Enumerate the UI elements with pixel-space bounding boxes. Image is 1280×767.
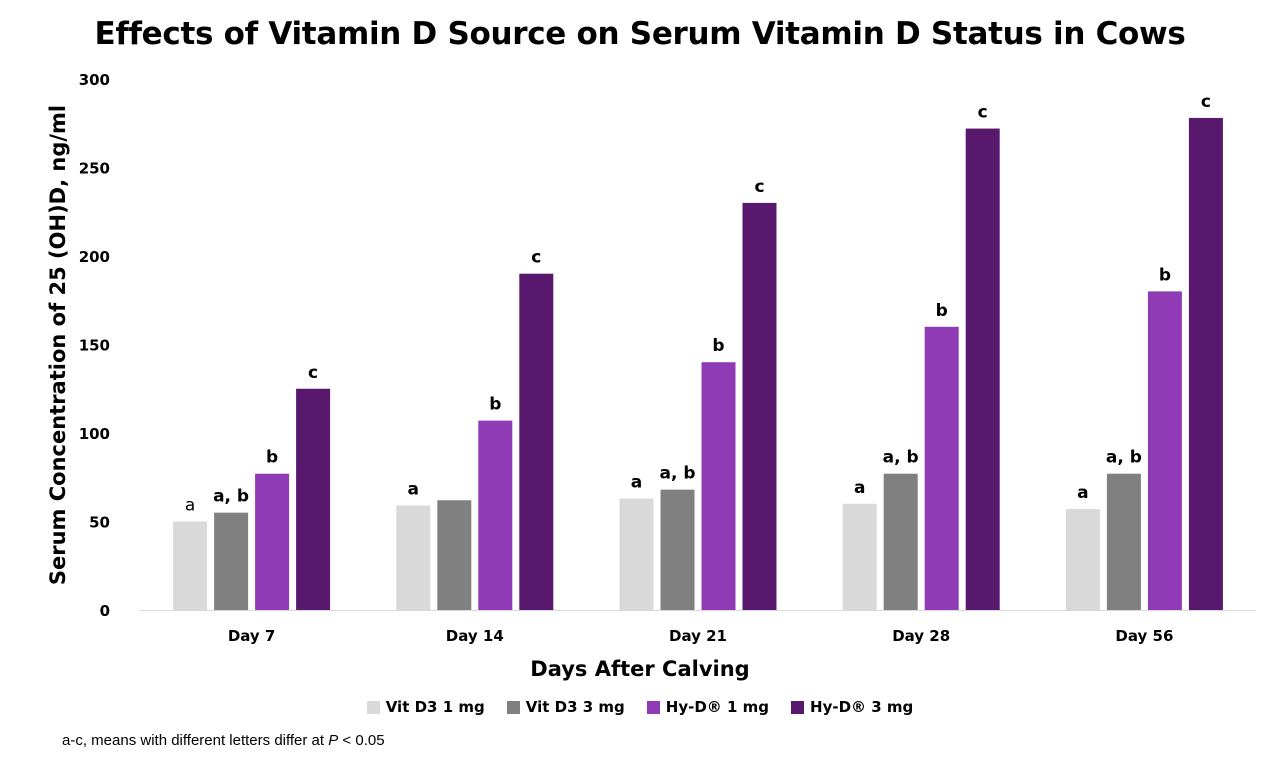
significance-label: c [1201, 92, 1211, 112]
bar [701, 362, 736, 610]
y-tick-label: 50 [89, 514, 110, 532]
significance-label: c [754, 177, 764, 197]
significance-label: c [308, 363, 318, 383]
significance-label: b [266, 448, 278, 468]
footnote-p-symbol: P [328, 732, 339, 749]
legend: Vit D3 1 mg Vit D3 3 mg Hy-D® 1 mg Hy-D®… [0, 698, 1280, 716]
y-tick-label: 0 [100, 602, 110, 620]
legend-item-vit-d3-1mg: Vit D3 1 mg [366, 698, 485, 716]
significance-label: b [712, 336, 724, 356]
y-tick-label: 150 [79, 337, 110, 355]
y-tick-label: 300 [79, 71, 110, 89]
chart-title: Effects of Vitamin D Source on Serum Vit… [94, 16, 1186, 52]
significance-label: b [489, 395, 501, 415]
legend-item-hy-d-3mg: Hy-D® 3 mg [791, 698, 913, 716]
bar [965, 128, 1000, 610]
x-tick-label: Day 56 [1115, 627, 1173, 645]
bar [478, 420, 513, 610]
bar [214, 512, 249, 610]
x-axis-label: Days After Calving [530, 657, 750, 681]
significance-label: b [1159, 265, 1171, 285]
legend-label: Vit D3 3 mg [525, 698, 625, 716]
bar [519, 273, 554, 610]
bar [255, 473, 290, 610]
significance-label: a, b [659, 464, 695, 484]
legend-swatch [646, 700, 660, 714]
x-tick-label: Day 7 [228, 627, 276, 645]
legend-item-vit-d3-3mg: Vit D3 3 mg [506, 698, 625, 716]
y-tick-label: 200 [79, 248, 110, 266]
x-tick-label: Day 28 [892, 627, 950, 645]
legend-label: Hy-D® 1 mg [665, 698, 770, 716]
significance-label: a [1077, 483, 1088, 503]
bar [842, 503, 877, 610]
bar [296, 388, 331, 610]
bar [396, 505, 431, 610]
legend-swatch [366, 700, 380, 714]
bar [1106, 473, 1141, 610]
bar [619, 498, 654, 610]
bar [1065, 509, 1100, 610]
bar [924, 326, 959, 610]
x-tick-label: Day 14 [446, 627, 504, 645]
significance-label: c [531, 248, 541, 268]
significance-label: a [631, 472, 642, 492]
bar [660, 489, 695, 610]
footnote: a-c, means with different letters differ… [62, 732, 385, 749]
legend-label: Hy-D® 3 mg [810, 698, 914, 716]
y-tick-label: 250 [79, 160, 110, 178]
y-tick-label: 100 [79, 425, 110, 443]
significance-label: a [408, 480, 419, 500]
legend-label: Vit D3 1 mg [385, 698, 485, 716]
bar [437, 500, 472, 610]
bar [883, 473, 918, 610]
legend-item-hy-d-1mg: Hy-D® 1 mg [646, 698, 770, 716]
footnote-suffix: < 0.05 [338, 732, 385, 749]
significance-label: a, b [213, 487, 249, 507]
legend-swatch [506, 700, 520, 714]
significance-label: c [978, 103, 988, 123]
significance-label: a [185, 496, 195, 516]
footnote-prefix: a-c, means with different letters differ… [62, 732, 329, 749]
legend-swatch [791, 700, 805, 714]
x-tick-label: Day 21 [669, 627, 727, 645]
bar [742, 202, 777, 610]
significance-label: a, b [1106, 448, 1142, 468]
bar [173, 521, 208, 610]
bar [1188, 117, 1223, 610]
significance-label: b [936, 301, 948, 321]
significance-label: a [854, 478, 865, 498]
bar [1147, 291, 1182, 610]
significance-label: a, b [883, 448, 919, 468]
